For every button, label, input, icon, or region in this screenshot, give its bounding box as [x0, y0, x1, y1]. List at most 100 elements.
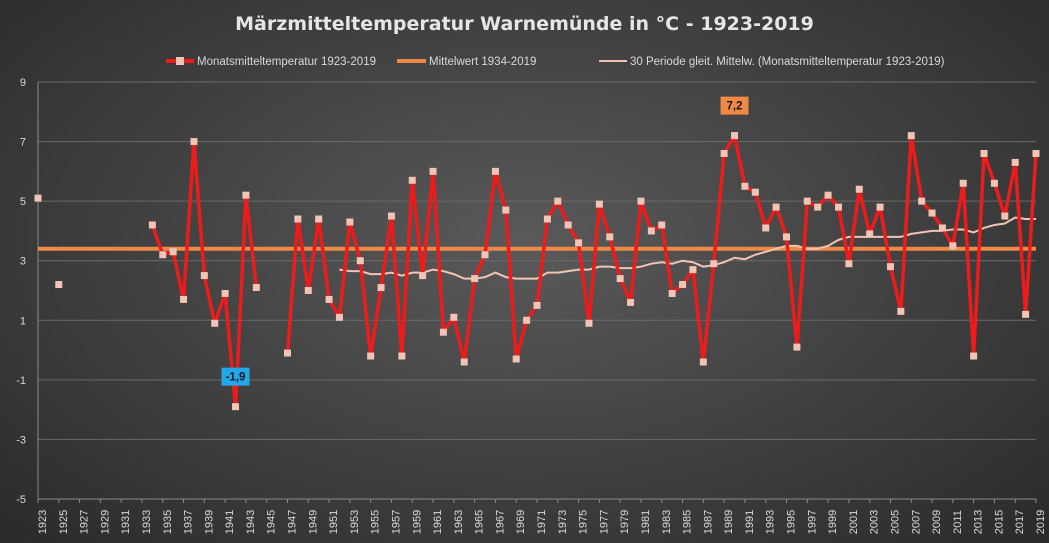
annotation-label-1942: -1,9 — [226, 372, 246, 384]
x-tick-label-1939: 1939 — [203, 510, 215, 534]
x-tick-label-1975: 1975 — [578, 510, 590, 534]
data-point-2015 — [990, 179, 998, 187]
data-point-1964 — [460, 358, 468, 366]
y-tick-label--5: -5 — [16, 494, 26, 506]
x-tick-label-1957: 1957 — [390, 510, 402, 534]
data-point-1948 — [294, 215, 302, 223]
x-tick-label-1955: 1955 — [370, 510, 382, 534]
moving-average-line — [339, 216, 1036, 280]
legend-smooth-label: 30 Periode gleit. Mittelw. (Monatsmittel… — [630, 56, 945, 68]
x-tick-label-1999: 1999 — [827, 510, 839, 534]
x-tick-label-2017: 2017 — [1014, 510, 1026, 534]
x-tick-label-1953: 1953 — [349, 510, 361, 534]
data-point-1955 — [367, 352, 375, 360]
x-tick-label-1985: 1985 — [682, 510, 694, 534]
x-tick-label-2005: 2005 — [889, 510, 901, 534]
x-tick-label-1945: 1945 — [266, 510, 278, 534]
data-point-1939 — [200, 272, 208, 280]
data-point-1960 — [419, 272, 427, 280]
chart-title: Märzmitteltemperatur Warnemünde in °C - … — [235, 13, 814, 35]
y-tick-label-5: 5 — [20, 196, 26, 208]
data-point-2012 — [959, 179, 967, 187]
data-point-2000 — [834, 203, 842, 211]
data-point-1984 — [668, 289, 676, 297]
x-tick-label-1983: 1983 — [661, 510, 673, 534]
data-point-1998 — [814, 203, 822, 211]
data-point-1941 — [221, 289, 229, 297]
data-point-1965 — [471, 275, 479, 283]
data-point-1969 — [512, 355, 520, 363]
data-point-1983 — [658, 221, 666, 229]
data-point-1952 — [335, 313, 343, 321]
data-point-1936 — [169, 248, 177, 256]
x-tick-label-1963: 1963 — [453, 510, 465, 534]
y-tick-label--3: -3 — [16, 434, 26, 446]
data-point-1991 — [741, 182, 749, 190]
x-tick-label-1941: 1941 — [224, 510, 236, 534]
data-point-1980 — [627, 298, 635, 306]
x-tick-label-1949: 1949 — [307, 510, 319, 534]
data-point-2017 — [1011, 158, 1019, 166]
data-point-1935 — [159, 251, 167, 259]
grid-lines — [37, 81, 1036, 500]
data-point-1977 — [595, 200, 603, 208]
x-tick-label-1995: 1995 — [786, 510, 798, 534]
annotation-box-1990 — [720, 96, 749, 115]
data-point-2008 — [918, 197, 926, 205]
x-tick-label-1991: 1991 — [744, 510, 756, 534]
data-point-2001 — [845, 260, 853, 268]
x-tick-label-1971: 1971 — [536, 510, 548, 534]
x-tick-label-1981: 1981 — [640, 510, 652, 534]
data-point-2016 — [1001, 212, 1009, 220]
data-point-1966 — [481, 251, 489, 259]
data-point-1971 — [533, 301, 541, 309]
data-point-1997 — [803, 197, 811, 205]
x-tick-label-1931: 1931 — [120, 510, 132, 534]
data-point-1953 — [346, 218, 354, 226]
legend-monthly-label: Monatsmitteltemperatur 1923-2019 — [197, 56, 376, 68]
data-point-1944 — [252, 284, 260, 292]
data-point-1975 — [575, 239, 583, 247]
x-tick-label-1987: 1987 — [702, 510, 714, 534]
x-tick-label-1973: 1973 — [557, 510, 569, 534]
x-tick-label-1965: 1965 — [474, 510, 486, 534]
data-point-1995 — [783, 233, 790, 241]
x-tick-label-1997: 1997 — [806, 510, 818, 534]
x-tick-label-2013: 2013 — [973, 510, 985, 534]
x-tick-label-2007: 2007 — [910, 510, 922, 534]
legend-monthly-marker — [176, 57, 184, 65]
data-point-1957 — [387, 212, 395, 220]
y-tick-label-3: 3 — [20, 256, 26, 268]
x-tick-label-1935: 1935 — [162, 510, 174, 534]
data-point-1963 — [450, 313, 458, 321]
data-point-2003 — [866, 230, 874, 238]
data-point-1962 — [439, 328, 447, 336]
x-tick-label-1937: 1937 — [183, 510, 195, 534]
data-point-1951 — [325, 295, 333, 303]
x-tick-label-2001: 2001 — [848, 510, 860, 534]
data-point-1949 — [304, 287, 312, 294]
x-tick-label-1923: 1923 — [37, 510, 49, 534]
data-point-1943 — [242, 191, 250, 199]
y-tick-label-1: 1 — [20, 315, 26, 327]
data-point-1937 — [180, 295, 188, 303]
data-point-1925 — [55, 281, 63, 289]
data-point-2014 — [980, 149, 988, 157]
data-point-1938 — [190, 138, 198, 146]
x-tick-label-2011: 2011 — [952, 510, 964, 534]
data-point-2019 — [1032, 149, 1040, 157]
data-point-1954 — [356, 257, 364, 265]
data-point-2013 — [970, 352, 978, 360]
data-point-1989 — [720, 149, 728, 157]
x-tick-label-1993: 1993 — [765, 510, 777, 534]
x-tick-label-1969: 1969 — [515, 510, 527, 534]
x-tick-label-1989: 1989 — [723, 510, 735, 534]
data-point-1942 — [232, 403, 240, 411]
data-point-1958 — [398, 352, 406, 360]
data-point-1993 — [762, 224, 770, 232]
data-point-1967 — [491, 167, 499, 175]
data-point-1976 — [585, 319, 593, 327]
data-point-1947 — [284, 349, 291, 357]
legend-mean-label: Mittelwert 1934-2019 — [429, 56, 536, 68]
data-point-1992 — [751, 188, 759, 196]
